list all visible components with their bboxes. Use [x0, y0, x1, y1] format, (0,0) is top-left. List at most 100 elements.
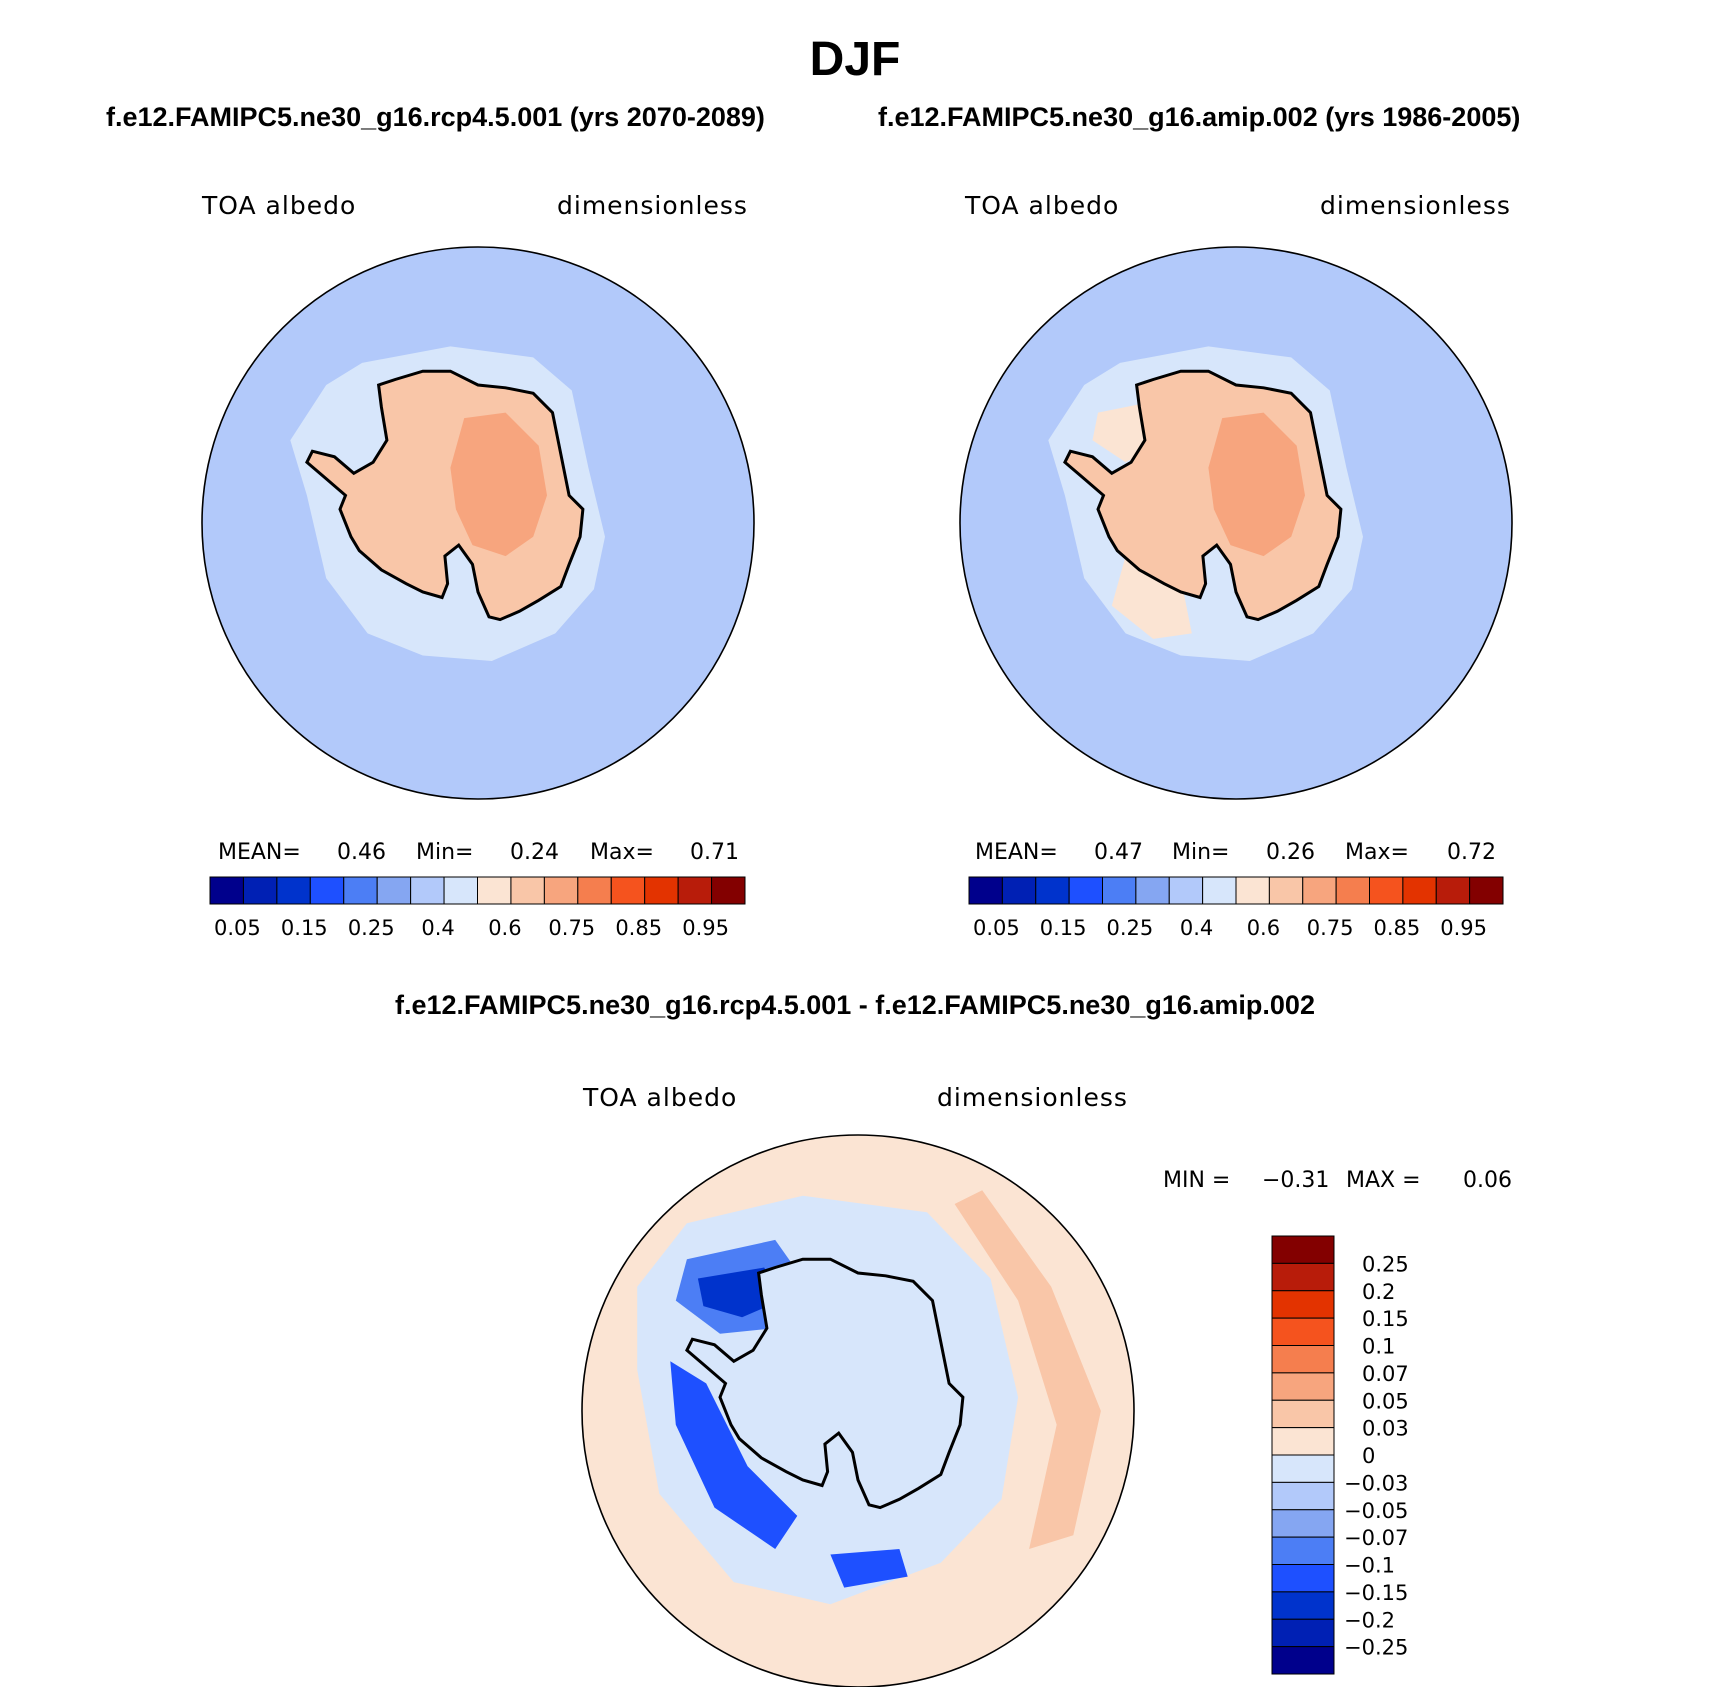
colorbar-tick-label: 0.2 [1362, 1280, 1395, 1304]
colorbar-swatch [242, 876, 278, 905]
mean-label-left: MEAN= [218, 840, 301, 865]
colorbar-swatch [1001, 876, 1037, 905]
continent-field [686, 1259, 963, 1508]
mean-value-right: 0.47 [1094, 840, 1143, 865]
mean-value-left: 0.46 [337, 840, 386, 865]
colorbar-swatch [410, 876, 445, 905]
colorbar-swatch [276, 876, 311, 905]
colorbar-swatch [1469, 876, 1504, 905]
colorbar-swatch [510, 876, 545, 905]
min-label-diff: MIN = [1163, 1168, 1231, 1193]
colorbar-tick-label: 0.6 [1247, 916, 1280, 940]
colorbar-tick-label: −0.05 [1344, 1499, 1408, 1523]
colorbar-swatch [1271, 1646, 1335, 1675]
colorbar-swatch [610, 876, 646, 905]
colorbar-swatch [1271, 1509, 1335, 1538]
colorbar-swatch [1271, 1262, 1335, 1292]
colorbar-swatch [376, 876, 412, 905]
colorbar-swatch [343, 876, 378, 905]
colorbar-tick-label: −0.2 [1344, 1608, 1395, 1632]
mean-label-right: MEAN= [975, 840, 1058, 865]
colorbar-swatch [1271, 1290, 1335, 1319]
colorbar-tick-label: 0.75 [548, 916, 595, 940]
min-value-right: 0.26 [1266, 840, 1315, 865]
positive-band-field [954, 1190, 1101, 1549]
units-label-left: dimensionless [557, 191, 748, 220]
colorbar-tick-label: 0.15 [1362, 1307, 1409, 1331]
colorbar-tick-label: 0.95 [1440, 916, 1487, 940]
colorbar-tick-label: 0.25 [1362, 1252, 1409, 1276]
colorbar-tick-label: 0.25 [1107, 916, 1154, 940]
negative-strong-field [670, 1361, 798, 1549]
min-value-diff: −0.31 [1262, 1168, 1330, 1193]
colorbar-swatch [1271, 1481, 1335, 1511]
colorbar-swatch [1271, 1317, 1335, 1347]
colorbar-swatch [577, 876, 612, 905]
colorbar-swatch [1271, 1427, 1335, 1456]
colorbar-swatch [1271, 1536, 1335, 1566]
colorbar-swatch [1402, 876, 1437, 905]
colorbar-swatch [1335, 876, 1371, 905]
max-label-right: Max= [1345, 840, 1409, 865]
colorbar-tick-label: 0.25 [348, 916, 395, 940]
plateau-field [1208, 412, 1305, 557]
colorbar-tick-label: −0.03 [1344, 1471, 1408, 1495]
max-value-left: 0.71 [690, 840, 739, 865]
season-title: DJF [809, 33, 901, 86]
min-label-right: Min= [1172, 840, 1230, 865]
max-value-right: 0.72 [1447, 840, 1496, 865]
colorbar-tick-label: −0.15 [1344, 1581, 1408, 1605]
colorbar-swatch [711, 876, 746, 905]
colorbar-tick-label: −0.07 [1344, 1526, 1408, 1550]
variable-label-right: TOA albedo [965, 191, 1120, 220]
colorbar-tick-label: −0.25 [1344, 1636, 1408, 1660]
max-label-left: Max= [590, 840, 654, 865]
colorbar-swatch [1271, 1564, 1335, 1593]
variable-label-diff: TOA albedo [583, 1083, 738, 1112]
colorbar-swatch [1271, 1399, 1335, 1429]
colorbar-swatch [1271, 1235, 1335, 1264]
map-field-0 [202, 247, 754, 799]
max-value-diff: 0.06 [1463, 1168, 1512, 1193]
colorbar-tick-label: 0 [1362, 1444, 1375, 1468]
colorbar-swatch [1302, 876, 1337, 905]
panel-title-left: f.e12.FAMIPC5.ne30_g16.rcp4.5.001 (yrs 2… [106, 102, 765, 132]
units-label-diff: dimensionless [937, 1083, 1128, 1112]
colorbar-tick-label: 0.03 [1362, 1417, 1409, 1441]
colorbar-tick-label: 0.6 [488, 916, 521, 940]
min-value-left: 0.24 [510, 840, 559, 865]
coastline [305, 369, 585, 622]
colorbar-tick-label: −0.1 [1344, 1554, 1395, 1578]
panel-title-diff: f.e12.FAMIPC5.ne30_g16.rcp4.5.001 - f.e1… [395, 990, 1315, 1020]
coastline [1063, 369, 1343, 622]
colorbar-swatch [1235, 876, 1270, 905]
colorbar-swatch [209, 876, 244, 905]
plateau-field [450, 412, 547, 557]
colorbar-tick-label: 0.4 [1180, 916, 1213, 940]
colorbar-swatch [477, 876, 512, 905]
colorbar-swatch [1271, 1454, 1335, 1483]
colorbar-swatch [443, 876, 478, 905]
colorbar-swatch [1035, 876, 1070, 905]
colorbar-swatch [1271, 1372, 1335, 1401]
map-boundary [959, 246, 1513, 800]
max-label-diff: MAX = [1346, 1168, 1421, 1193]
map-boundary [201, 246, 755, 800]
variable-label-left: TOA albedo [202, 191, 357, 220]
colorbar-tick-label: 0.95 [682, 916, 729, 940]
map-field-1 [960, 247, 1512, 799]
colorbar-tick-label: 0.85 [615, 916, 662, 940]
colorbar-swatch [543, 876, 579, 905]
min-label-left: Min= [416, 840, 474, 865]
negative-strong-field [830, 1549, 908, 1588]
units-label-right: dimensionless [1320, 191, 1511, 220]
colorbar-swatch [1135, 876, 1170, 905]
colorbar-swatch [309, 876, 345, 905]
colorbar-swatch [1202, 876, 1237, 905]
colorbar-swatch [1168, 876, 1204, 905]
colorbar-tick-label: 0.07 [1362, 1362, 1409, 1386]
coastline [685, 1257, 965, 1510]
map-field-2 [582, 1135, 1134, 1687]
colorbar-swatch [1268, 876, 1304, 905]
